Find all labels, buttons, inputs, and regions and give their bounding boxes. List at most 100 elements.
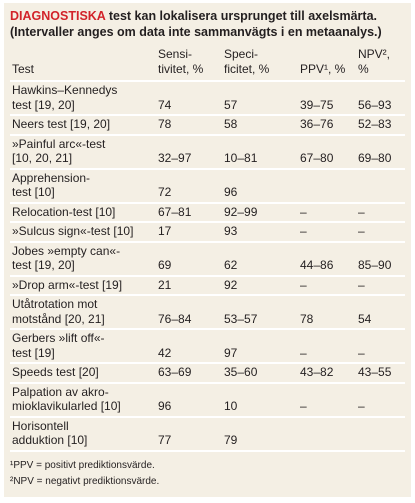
value-cell: 10 [222,383,298,417]
test-name-line: Relocation-test [10] [12,204,116,219]
test-name: »Drop arm«-test [19] [10,276,156,296]
cell-value: 10 [224,399,238,413]
value-cell: 10–81 [222,135,298,169]
test-name-line: test [19] [12,345,55,360]
header-text: Sensi- [158,47,193,61]
table-body: Hawkins–Kennedys test [19, 20] 74 57 39–75 56… [10,81,405,451]
test-name: »Sulcus sign«-test [10] [10,222,156,242]
test-name: Hawkins–Kennedys test [19, 20] [10,81,156,115]
value-cell: – [298,276,356,296]
test-name: Apprehension-test [10] [10,169,156,203]
header-text: Test [12,61,35,76]
test-name-line: Jobes »empty can«- [12,243,121,258]
cell-value: 57 [224,97,238,112]
subtitle: (Intervaller anges om data inte sammanvä… [10,25,382,39]
table-row: Neers test [19, 20] 78 58 36–76 52–83 [10,115,405,135]
cell-value: – [300,224,307,238]
cell-value: 21 [158,277,172,292]
page: DIAGNOSTISKA test kan lokalisera ursprun… [0,3,415,503]
value-cell: 79 [222,417,298,451]
test-name-line: motstånd [20, 21] [12,311,105,326]
cell-value: – [358,224,365,238]
header-text: PPV¹, % [300,61,346,76]
value-cell: 78 [156,115,222,135]
cell-value: 96 [158,399,172,413]
value-cell: 57 [222,81,298,115]
table-row: Horisontell adduktion [10] 77 79 [10,417,405,451]
header-cell: Speci-ficitet, % [222,46,298,81]
value-cell: 32–97 [156,135,222,169]
table: Test Sensi-tivitet, % Speci-ficitet, % PPV¹… [10,46,405,452]
value-cell: 77 [156,417,222,451]
value-cell: 97 [222,329,298,363]
value-cell: 58 [222,115,298,135]
title-highlight: DIAGNOSTISKA [10,9,106,23]
table-row: Relocation-test [10] 67–81 92–99 – – [10,203,405,223]
cell-value: 69–80 [358,151,392,165]
test-name-line: adduktion [10] [12,433,88,447]
value-cell [298,417,356,451]
value-cell: 92 [222,276,298,296]
header-cell: NPV², % [356,46,405,81]
cell-value: 76–84 [158,311,192,326]
cell-value: – [300,277,307,292]
cell-value: – [358,277,365,292]
value-cell: – [356,222,405,242]
header-cell: Sensi-tivitet, % [156,46,222,81]
cell-value: 43–82 [300,365,334,379]
cell-value: 56–93 [358,97,392,112]
value-cell: 36–76 [298,115,356,135]
cell-value: 92 [224,277,238,292]
value-cell: – [356,383,405,417]
test-name-line: Palpation av akro- [12,384,109,399]
table-row: Gerbers »lift off«- test [19] 42 97– – [10,329,405,363]
value-cell: 43–55 [356,363,405,383]
value-cell: 17 [156,222,222,242]
cell-value: 58 [224,117,238,131]
test-name: Palpation av akro-mioklavikularled [10] [10,383,156,417]
cell-value: 43–55 [358,365,392,379]
value-cell: – [298,383,356,417]
test-name: Neers test [19, 20] [10,115,156,135]
value-cell: 67–80 [298,135,356,169]
value-cell: – [356,276,405,296]
cell-value: 44–86 [300,258,334,272]
test-name-line: test [19, 20] [12,97,75,112]
value-cell: 62 [222,242,298,276]
test-name: Relocation-test [10] [10,203,156,223]
test-name-line: »Sulcus sign«-test [10] [12,224,134,238]
title-text: test kan lokalisera ursprunget till axel… [105,9,378,23]
cell-value: 36–76 [300,117,334,131]
test-name-line: [10, 20, 21] [12,151,73,165]
table-row: Jobes »empty can«- test [19, 20] 69 62 44–86… [10,242,405,276]
value-cell: 69–80 [356,135,405,169]
table-row: Speeds test [20] 63–69 35–60 43–82 43–55 [10,363,405,383]
test-name: Gerbers »lift off«- test [19] [10,329,156,363]
header-row: Test Sensi-tivitet, % Speci-ficitet, % PPV¹… [10,46,405,81]
cell-value: 78 [158,117,172,131]
test-name: »Painful arc«-test [10, 20, 21] [10,135,156,169]
test-name-line: Utåtrotation mot [12,297,98,311]
value-cell: 42 [156,329,222,363]
cell-value: 42 [158,345,172,360]
table-row: Palpation av akro-mioklavikularled [10] 9… [10,383,405,417]
cell-value: 93 [224,224,238,238]
value-cell: 92–99 [222,203,298,223]
table-row: »Drop arm«-test [19] 21 92 – – [10,276,405,296]
value-cell: – [298,203,356,223]
table-row: Apprehension-test [10] 72 96 [10,169,405,203]
value-cell: – [356,203,405,223]
test-name-line: test [10] [12,185,55,199]
value-cell: – [298,222,356,242]
test-name-line: Speeds test [20] [12,365,99,379]
cell-value: – [358,204,365,219]
value-cell [356,417,405,451]
value-cell [298,169,356,203]
cell-value: 85–90 [358,258,392,272]
value-cell: – [356,329,405,363]
test-name-line: Horisontell [12,418,69,433]
cell-value: 74 [158,97,172,112]
cell-value: 69 [158,258,172,272]
value-cell: 78 [298,295,356,329]
cell-value: 62 [224,258,238,272]
